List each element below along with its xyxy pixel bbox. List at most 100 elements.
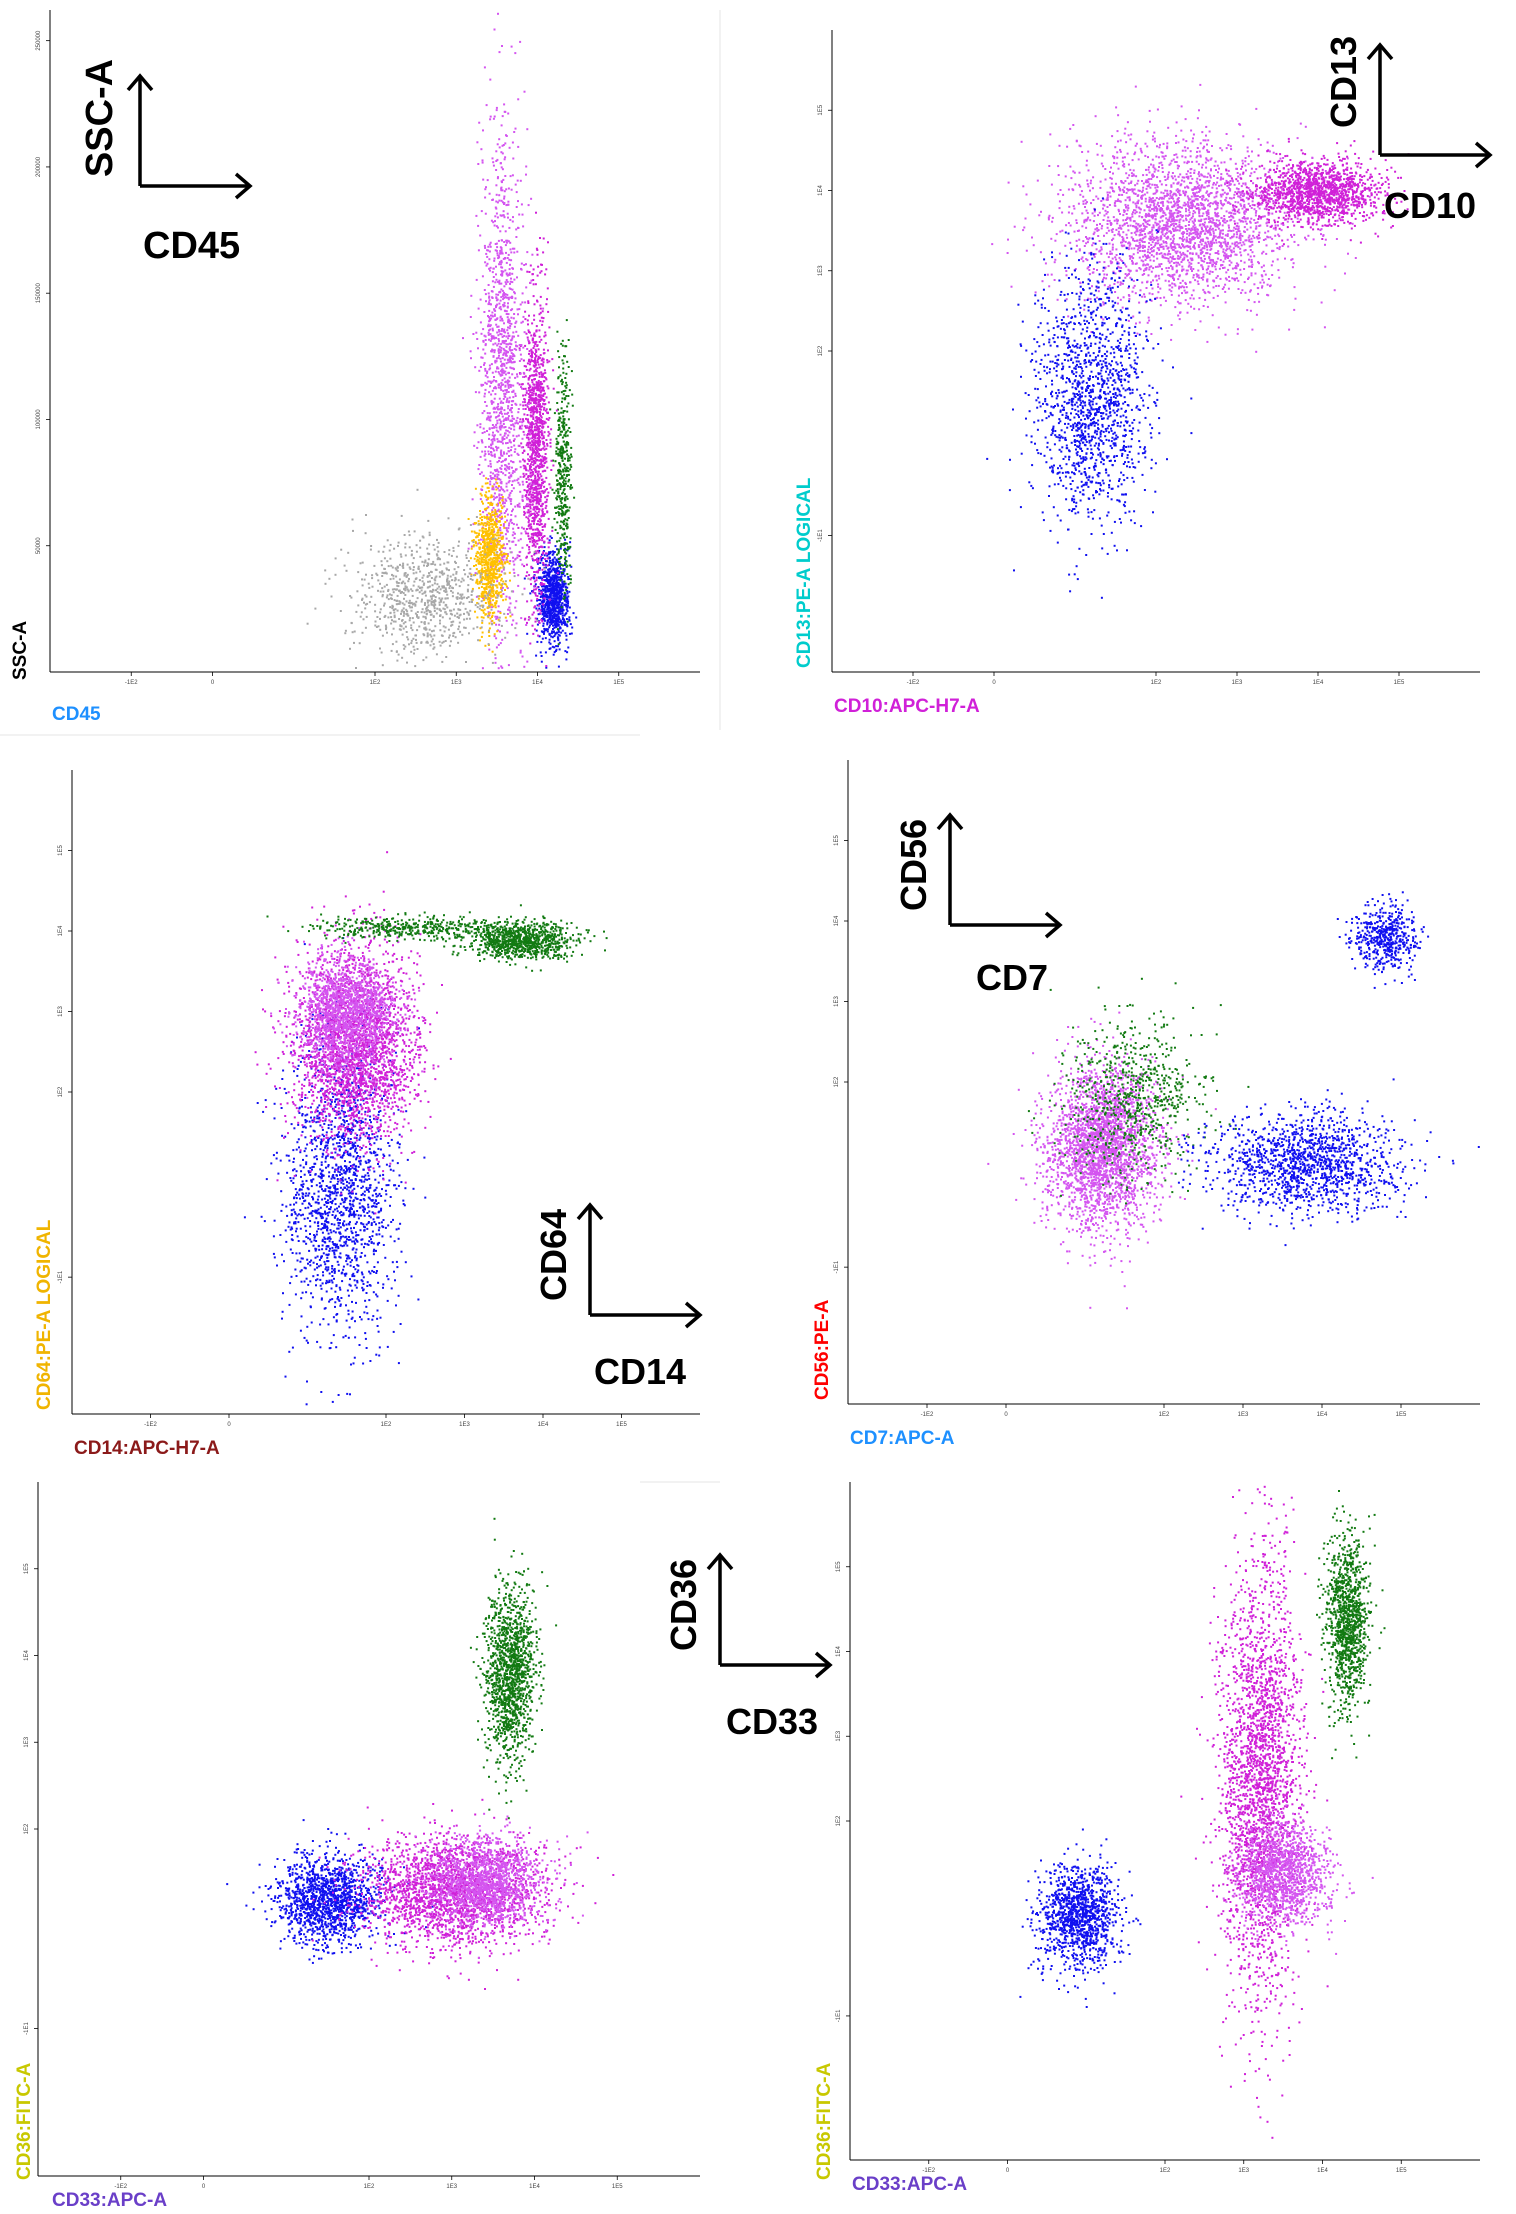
data-point <box>481 553 484 556</box>
data-point <box>538 313 541 316</box>
data-point <box>490 438 493 441</box>
data-point <box>527 401 530 403</box>
data-point <box>531 557 534 560</box>
data-point <box>565 468 568 471</box>
data-point <box>534 410 537 413</box>
data-point <box>512 424 515 427</box>
data-point <box>529 503 531 506</box>
data-point <box>542 571 545 574</box>
data-point <box>507 216 509 219</box>
data-point <box>546 564 549 567</box>
data-point <box>487 325 489 328</box>
data-point <box>483 66 486 69</box>
data-point <box>567 459 570 462</box>
data-point <box>559 527 562 530</box>
data-point <box>411 617 414 620</box>
data-point <box>539 307 542 310</box>
data-point <box>513 301 516 304</box>
data-point <box>557 637 560 640</box>
data-point <box>555 648 558 651</box>
data-point <box>557 602 560 605</box>
data-point <box>540 418 542 421</box>
data-point <box>497 12 499 15</box>
data-point <box>482 524 485 527</box>
data-point <box>563 542 566 545</box>
data-point <box>545 488 548 490</box>
data-point <box>485 252 488 255</box>
data-point <box>496 331 499 334</box>
data-point <box>540 505 543 508</box>
data-point <box>502 599 505 602</box>
data-point <box>521 494 524 497</box>
data-point <box>495 200 498 203</box>
data-point <box>567 473 570 476</box>
data-point <box>491 661 494 664</box>
data-point <box>364 607 367 610</box>
data-point <box>528 407 530 410</box>
data-point <box>365 615 368 618</box>
data-point <box>551 600 554 603</box>
data-point <box>555 558 558 561</box>
data-point <box>488 433 491 436</box>
data-point <box>502 293 505 296</box>
data-point <box>504 464 507 467</box>
data-point <box>544 392 546 395</box>
data-point <box>569 632 571 635</box>
data-point <box>557 424 560 426</box>
data-point <box>523 264 526 266</box>
data-point <box>489 367 492 370</box>
data-point <box>541 357 544 360</box>
data-point <box>487 538 490 541</box>
data-point <box>525 505 528 508</box>
data-point <box>488 267 491 270</box>
data-point <box>497 605 500 608</box>
data-point <box>535 495 538 498</box>
data-point <box>494 393 497 396</box>
data-point <box>481 275 484 278</box>
data-point <box>484 644 487 647</box>
data-point <box>530 454 533 457</box>
data-point <box>498 51 501 54</box>
data-point <box>567 470 570 473</box>
data-point <box>537 401 540 404</box>
data-point <box>524 466 527 469</box>
data-point <box>565 430 568 433</box>
data-point <box>543 458 546 461</box>
data-point <box>475 568 478 571</box>
data-point <box>546 574 549 577</box>
data-point <box>549 589 552 592</box>
data-point <box>544 489 547 492</box>
data-point <box>521 499 524 502</box>
data-point <box>383 604 385 607</box>
data-point <box>536 549 539 552</box>
data-point <box>533 451 536 454</box>
data-point <box>546 607 549 610</box>
data-point <box>513 450 516 453</box>
data-point <box>531 537 534 540</box>
data-point <box>548 326 551 329</box>
data-point <box>514 627 517 630</box>
data-point <box>543 594 546 597</box>
data-point <box>492 564 494 567</box>
data-point <box>558 627 561 630</box>
data-point <box>547 387 550 390</box>
data-point <box>561 492 564 495</box>
data-point <box>502 420 505 423</box>
data-point <box>550 428 553 431</box>
data-point <box>568 590 571 593</box>
data-point <box>549 441 552 444</box>
data-point <box>493 435 495 438</box>
data-point <box>498 493 501 496</box>
data-point <box>530 577 533 579</box>
data-point <box>408 546 411 549</box>
data-point <box>484 494 487 497</box>
data-point <box>543 456 546 459</box>
data-point <box>549 438 552 441</box>
data-point <box>562 618 565 621</box>
data-point <box>525 516 528 519</box>
data-point <box>539 519 542 522</box>
data-point <box>538 373 541 376</box>
data-point <box>534 620 537 623</box>
data-point <box>535 354 538 357</box>
data-point <box>488 192 491 195</box>
